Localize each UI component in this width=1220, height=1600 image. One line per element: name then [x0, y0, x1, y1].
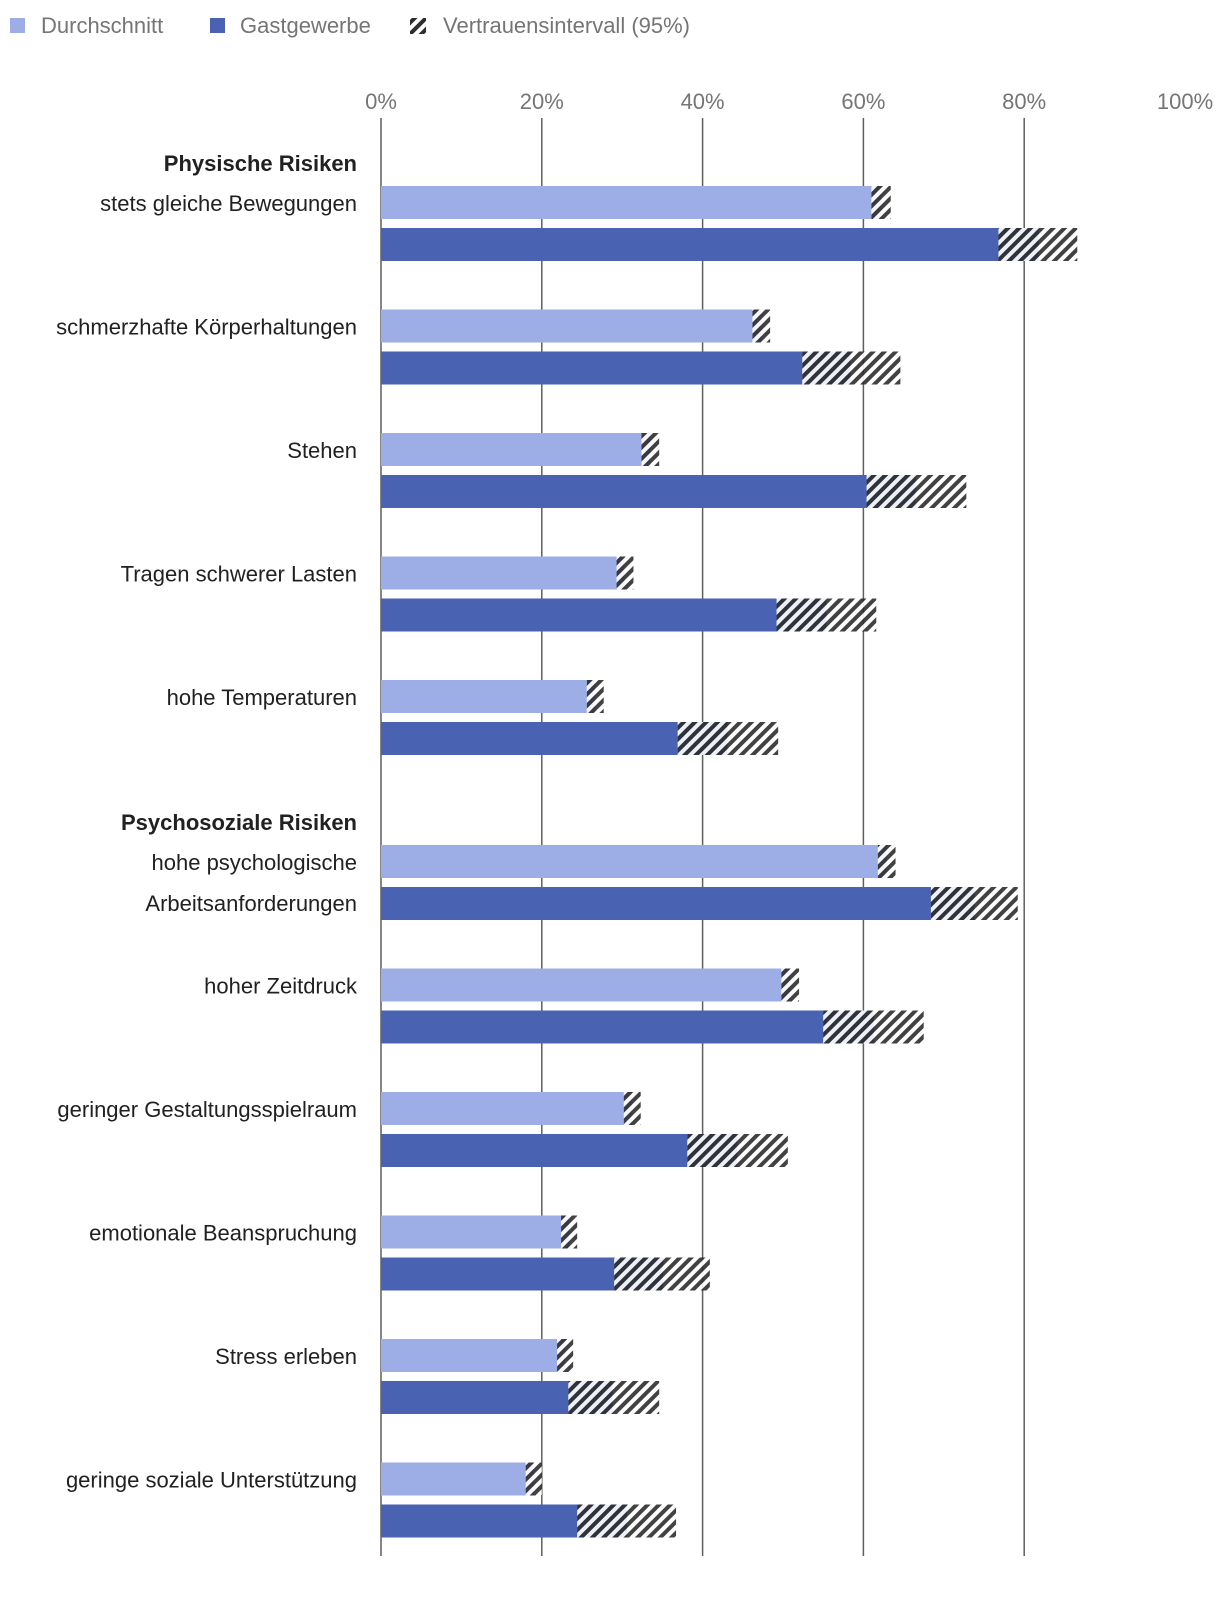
gastgewerbe-confidence-interval	[577, 1504, 677, 1538]
gastgewerbe-bar	[381, 228, 999, 261]
gastgewerbe-confidence-interval	[866, 475, 967, 508]
durchschnitt-bar	[381, 433, 642, 466]
grid: 0% 20% 40% 60% 80% 100%	[365, 89, 1213, 1556]
durchschnitt-bar	[381, 1092, 624, 1125]
gastgewerbe-bar	[381, 598, 777, 632]
category-label: Tragen schwerer Lasten	[121, 562, 357, 587]
gastgewerbe-bar	[381, 475, 867, 508]
gastgewerbe-bar	[381, 1010, 824, 1044]
durchschnitt-confidence-interval	[781, 968, 800, 1002]
gastgewerbe-bar	[381, 1134, 688, 1167]
gastgewerbe-bar	[381, 351, 803, 385]
durchschnitt-confidence-interval	[616, 556, 634, 590]
category-label: geringe soziale Unterstützung	[66, 1468, 357, 1493]
legend-swatch-gastgewerbe	[210, 18, 225, 33]
legend-swatch-confidence-interval	[410, 18, 426, 34]
gastgewerbe-bar	[381, 887, 931, 920]
gastgewerbe-confidence-interval	[687, 1134, 788, 1167]
gastgewerbe-confidence-interval	[802, 351, 901, 385]
durchschnitt-confidence-interval	[561, 1215, 578, 1249]
legend: Durchschnitt Gastgewerbe Vertrauensinter…	[10, 13, 690, 38]
category-labels: Physische Risiken stets gleiche Bewegunge…	[56, 151, 358, 1493]
durchschnitt-bar	[381, 680, 587, 713]
gastgewerbe-confidence-interval	[823, 1010, 924, 1044]
gastgewerbe-confidence-interval	[930, 887, 1018, 920]
durchschnitt-confidence-interval	[586, 680, 604, 713]
durchschnitt-bar	[381, 845, 878, 878]
durchschnitt-confidence-interval	[871, 186, 891, 219]
gastgewerbe-bar	[381, 1504, 578, 1538]
durchschnitt-confidence-interval	[557, 1339, 574, 1372]
durchschnitt-confidence-interval	[877, 845, 896, 878]
x-tick-label: 0%	[365, 89, 397, 114]
category-label: emotionale Beanspruchung	[89, 1221, 357, 1246]
durchschnitt-confidence-interval	[752, 309, 771, 343]
category-label: hoher Zeitdruck	[204, 974, 358, 999]
gastgewerbe-confidence-interval	[677, 722, 779, 755]
durchschnitt-bar	[381, 1215, 562, 1249]
category-label: stets gleiche Bewegungen	[100, 191, 357, 216]
group-heading: Psychosoziale Risiken	[121, 810, 357, 835]
durchschnitt-bar	[381, 968, 782, 1002]
gastgewerbe-bar	[381, 1257, 615, 1291]
durchschnitt-bar	[381, 556, 617, 590]
gastgewerbe-confidence-interval	[998, 228, 1078, 261]
group-heading: Physische Risiken	[164, 151, 357, 176]
category-label: Arbeitsanforderungen	[145, 891, 357, 916]
gastgewerbe-bar	[381, 1381, 569, 1414]
durchschnitt-confidence-interval	[641, 433, 660, 466]
legend-label-gastgewerbe: Gastgewerbe	[240, 13, 371, 38]
category-label: hohe Temperaturen	[167, 685, 357, 710]
gastgewerbe-bar	[381, 722, 678, 755]
durchschnitt-bar	[381, 1339, 558, 1372]
category-label: hohe psychologische	[152, 850, 357, 875]
durchschnitt-bar	[381, 309, 753, 343]
x-tick-label: 80%	[1002, 89, 1046, 114]
durchschnitt-bar	[381, 1462, 526, 1496]
legend-label-durchschnitt: Durchschnitt	[41, 13, 163, 38]
gastgewerbe-confidence-interval	[614, 1257, 710, 1291]
category-label: Stehen	[287, 438, 357, 463]
legend-label-confidence-interval: Vertrauensintervall (95%)	[443, 13, 690, 38]
x-tick-label: 40%	[681, 89, 725, 114]
x-tick-label: 20%	[520, 89, 564, 114]
category-label: Stress erleben	[215, 1344, 357, 1369]
durchschnitt-confidence-interval	[525, 1462, 542, 1496]
durchschnitt-confidence-interval	[623, 1092, 641, 1125]
gastgewerbe-confidence-interval	[776, 598, 877, 632]
x-tick-label: 60%	[841, 89, 885, 114]
x-tick-label: 100%	[1157, 89, 1213, 114]
gastgewerbe-confidence-interval	[568, 1381, 660, 1414]
category-label: geringer Gestaltungsspielraum	[57, 1097, 357, 1122]
legend-swatch-durchschnitt	[10, 18, 25, 33]
bars	[381, 186, 1078, 1538]
category-label: schmerzhafte Körperhaltungen	[56, 315, 357, 340]
durchschnitt-bar	[381, 186, 872, 219]
